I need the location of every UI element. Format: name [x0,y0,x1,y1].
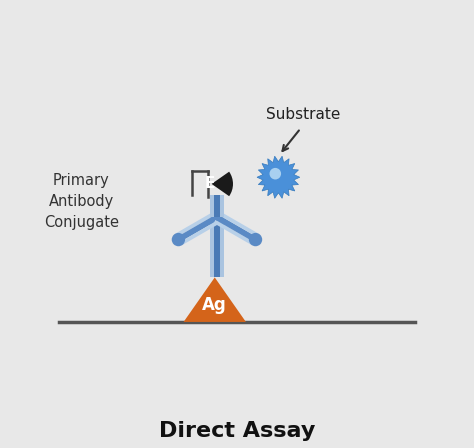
Polygon shape [214,217,220,277]
Polygon shape [210,195,214,217]
Polygon shape [216,215,257,242]
Text: Primary
Antibody
Conjugate: Primary Antibody Conjugate [44,173,118,230]
Wedge shape [211,172,233,196]
Polygon shape [257,156,300,198]
Polygon shape [175,211,216,237]
Polygon shape [210,217,214,277]
Text: Direct Assay: Direct Assay [159,421,315,441]
Text: E: E [204,177,215,191]
Polygon shape [214,220,254,246]
Circle shape [172,233,185,246]
Polygon shape [180,220,220,246]
Polygon shape [220,217,224,277]
Text: Ag: Ag [202,296,227,314]
Polygon shape [220,195,224,217]
Circle shape [249,233,262,246]
Polygon shape [183,277,246,322]
Circle shape [270,168,281,180]
Text: Substrate: Substrate [266,108,340,122]
Polygon shape [177,215,219,242]
Polygon shape [214,195,220,217]
Polygon shape [219,211,259,237]
